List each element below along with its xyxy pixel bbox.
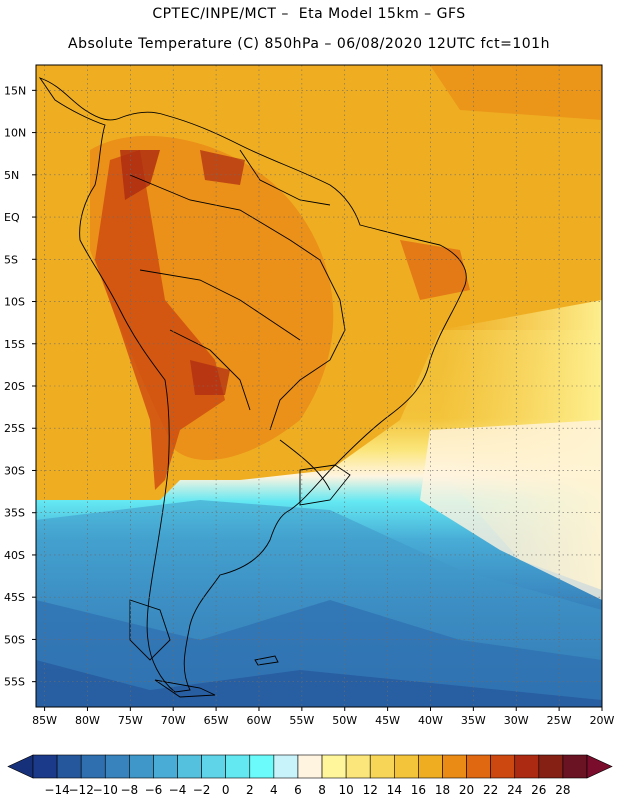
lat-label: 5S	[4, 253, 18, 266]
lon-label: 60W	[247, 714, 272, 727]
lon-label: 20W	[590, 714, 615, 727]
colorbar-label: −14	[44, 783, 69, 797]
lat-label: 30S	[4, 464, 25, 477]
colorbar-label: 2	[246, 783, 254, 797]
colorbar-cell	[56, 754, 82, 779]
lat-label: 5N	[4, 169, 19, 182]
colorbar-cell	[562, 754, 588, 779]
colorbar-cell	[80, 754, 106, 779]
longitude-ticks: 85W 80W 75W 70W 65W 60W 55W 50W 45W 40W 35W 30W 25W 2…	[32, 707, 615, 727]
colorbar-cell	[225, 754, 251, 779]
colorbar-cell	[104, 754, 130, 779]
colorbar-label: 24	[507, 783, 522, 797]
map-title-line-2: Absolute Temperature (C) 850hPa – 06/08/…	[68, 36, 550, 52]
colorbar-cell	[177, 754, 202, 779]
colorbar-label: −10	[93, 783, 118, 797]
lon-label: 55W	[289, 714, 314, 727]
colorbar-cell	[321, 754, 347, 779]
colorbar-label: −12	[69, 783, 94, 797]
colorbar-label: 10	[338, 783, 353, 797]
colorbar-cell	[153, 754, 178, 779]
lon-label: 30W	[504, 714, 529, 727]
colorbar-cell	[297, 754, 323, 779]
lat-label: 10N	[4, 127, 26, 140]
lat-label: 15S	[4, 338, 25, 351]
coastlines-and-borders	[38, 77, 467, 698]
colorbar-label: 14	[387, 783, 402, 797]
lat-label: 25S	[4, 422, 25, 435]
colorbar-cell	[249, 754, 275, 779]
colorbar-cell	[514, 754, 540, 779]
colorbar-label: 8	[318, 783, 326, 797]
lat-label: 10S	[4, 296, 25, 309]
colorbar-cell	[490, 754, 516, 779]
colorbar-cell	[442, 754, 467, 779]
colorbar-label: −8	[120, 783, 138, 797]
lon-label: 35W	[461, 714, 486, 727]
colorbar-label: 12	[363, 783, 378, 797]
colorbar-cell	[418, 754, 443, 779]
lat-label: EQ	[4, 211, 20, 224]
colorbar-cell	[32, 754, 58, 779]
lon-label: 50W	[332, 714, 357, 727]
colorbar-label: −2	[193, 783, 211, 797]
colorbar-label: 16	[411, 783, 426, 797]
colorbar-label: −4	[169, 783, 187, 797]
colorbar-cell	[466, 754, 491, 779]
colorbar-cell	[394, 754, 419, 779]
lon-label: 85W	[32, 714, 57, 727]
lon-label: 25W	[547, 714, 572, 727]
lat-label: 20S	[4, 380, 25, 393]
lon-label: 70W	[161, 714, 186, 727]
colorbar-cell	[538, 754, 564, 779]
colorbar-label: 28	[555, 783, 570, 797]
lat-label: 55S	[4, 676, 25, 689]
lon-label: 65W	[204, 714, 229, 727]
lat-label: 35S	[4, 507, 25, 520]
lat-label: 45S	[4, 591, 25, 604]
map-title-line-1: CPTEC/INPE/MCT – Eta Model 15km – GFS	[152, 6, 466, 22]
lat-label: 15N	[4, 84, 26, 97]
colorbar-label: 0	[222, 783, 230, 797]
lon-label: 40W	[418, 714, 443, 727]
colorbar-cell	[273, 754, 299, 779]
colorbar-cell	[129, 754, 154, 779]
colorbar-label: 18	[435, 783, 450, 797]
colorbar-label: 4	[270, 783, 278, 797]
colorbar-label: 20	[459, 783, 474, 797]
colorbar-overflow-triangle	[586, 754, 613, 779]
lon-label: 45W	[375, 714, 400, 727]
lat-label: 50S	[4, 633, 25, 646]
lon-label: 75W	[118, 714, 143, 727]
colorbar-cell	[201, 754, 226, 779]
colorbar-underflow-triangle	[7, 754, 34, 779]
colorbar-label: 26	[531, 783, 546, 797]
lon-label: 80W	[75, 714, 100, 727]
colorbar-cell	[345, 754, 371, 779]
colorbar-label: −6	[145, 783, 163, 797]
colorbar-cell	[369, 754, 395, 779]
lat-label: 40S	[4, 549, 25, 562]
colorbar-label: 22	[483, 783, 498, 797]
colorbar-label: 6	[294, 783, 302, 797]
latitude-ticks: 15N 10N 5N EQ 5S 10S 15S 20S 25S 30S 35S 40S 45S 50S 5…	[4, 84, 36, 689]
